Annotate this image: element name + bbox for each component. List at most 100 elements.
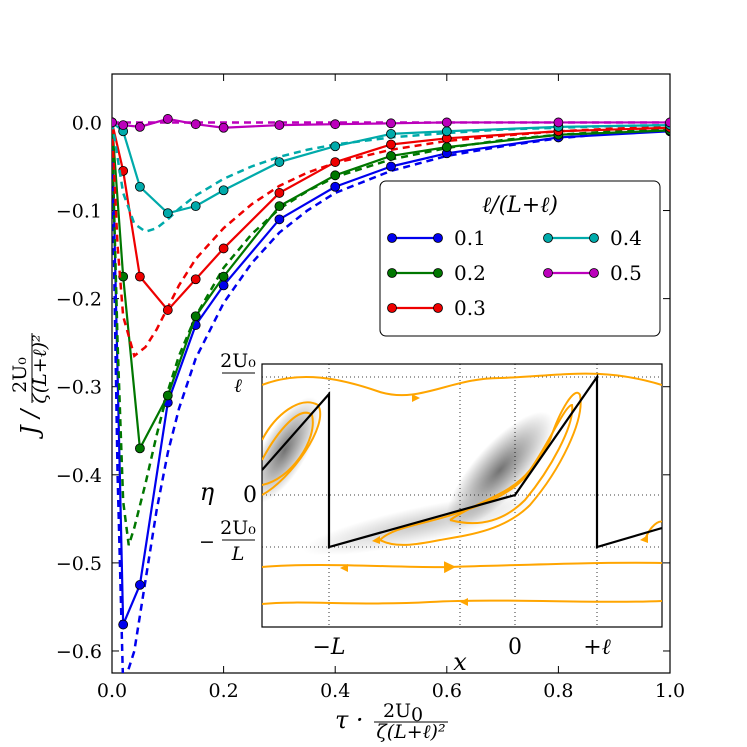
svg-text:−L: −L	[312, 635, 345, 660]
data-point-0.3	[190, 274, 201, 285]
series-line-0.3	[112, 122, 670, 312]
legend-label: 0.4	[610, 226, 642, 250]
data-point-0.3	[386, 139, 396, 150]
legend-label: 0.1	[454, 226, 486, 250]
y-tick-label: −0.5	[56, 553, 102, 575]
legend-marker	[387, 268, 397, 278]
x-tick-label: 0.8	[543, 680, 573, 702]
inset-y-ticks: 2U₀ ℓ 0 − 2U₀ L	[199, 350, 257, 565]
y-tick-label: −0.3	[56, 377, 102, 399]
data-point-0.2	[386, 151, 396, 161]
y-tick-label: 0.0	[72, 112, 102, 134]
svg-text:+ℓ: +ℓ	[583, 635, 611, 660]
data-point-0.5	[665, 117, 670, 128]
data-point-0.3	[218, 243, 229, 254]
data-point-0.5	[330, 119, 341, 130]
svg-text:ℓ: ℓ	[234, 375, 242, 397]
data-point-0.4	[386, 128, 396, 139]
svg-text:2U₀: 2U₀	[9, 357, 31, 393]
data-point-0.4	[190, 201, 201, 212]
legend-marker	[589, 268, 599, 278]
legend-entry-0.2: 0.2	[387, 261, 486, 285]
data-point-0.2	[274, 201, 285, 212]
data-point-0.5	[441, 117, 452, 128]
data-point-0.5	[134, 121, 145, 132]
theory-line-0.4	[112, 122, 670, 234]
data-point-0.4	[162, 208, 173, 219]
theory-line-0.3	[112, 125, 670, 359]
data-point-0.1	[134, 580, 145, 590]
y-tick-label: −0.2	[56, 289, 102, 311]
legend-marker	[433, 268, 443, 278]
x-tick-label: 0.2	[208, 680, 238, 702]
legend-marker	[589, 233, 599, 243]
legend-marker	[387, 303, 397, 313]
density-tail	[302, 494, 538, 556]
inset-x-label: x	[453, 648, 467, 676]
inset-phase-portrait	[261, 363, 663, 628]
series-layer	[112, 114, 670, 673]
series-line-0.2	[112, 122, 670, 453]
data-point-0.5	[386, 118, 396, 129]
data-point-0.4	[218, 185, 229, 196]
legend-title: ℓ/(L+ℓ)	[482, 193, 558, 218]
svg-text:0: 0	[243, 483, 257, 508]
data-point-0.2	[162, 390, 173, 401]
x-tick-label: 0.4	[320, 680, 350, 702]
inset-x-ticks: −L 0 +ℓ	[312, 635, 611, 660]
data-point-0.1	[274, 214, 285, 225]
data-point-0.2	[330, 170, 341, 181]
data-point-0.2	[134, 443, 145, 454]
data-point-0.1	[330, 181, 341, 192]
legend-entry-0.1: 0.1	[387, 226, 486, 250]
x-tick-label: 0.6	[432, 680, 462, 702]
legend-entry-0.4: 0.4	[543, 226, 642, 250]
legend-label: 0.3	[454, 296, 486, 320]
legend: ℓ/(L+ℓ) 0.1 0.2 0.3 0.4 0.5	[379, 180, 661, 337]
inset-grid	[262, 364, 662, 627]
legend-frame	[379, 180, 661, 337]
legend-marker	[433, 303, 443, 313]
legend-label: 0.2	[454, 261, 486, 285]
data-point-0.4	[330, 141, 341, 152]
axis-ticks: 0.0 0.2 0.4 0.6 0.8 1.00.0−0.1−0.2−0.3−0.4−0.…	[56, 74, 685, 702]
svg-text:2U: 2U	[383, 700, 411, 722]
svg-text:J /: J /	[16, 407, 44, 440]
legend-label: 0.5	[610, 261, 642, 285]
svg-text:0: 0	[508, 635, 522, 660]
svg-text:ζ(L+ℓ)²: ζ(L+ℓ)²	[29, 334, 51, 403]
svg-text:ζ(L+ℓ)²: ζ(L+ℓ)²	[376, 721, 445, 743]
potential-force-line	[262, 373, 662, 549]
data-point-0.4	[274, 157, 285, 167]
series-line-0.1	[112, 122, 670, 625]
svg-text:−: −	[199, 531, 215, 553]
svg-text:L: L	[231, 543, 245, 565]
svg-text:0: 0	[411, 704, 423, 726]
data-point-0.4	[134, 181, 145, 192]
series-line-0.4	[112, 121, 670, 215]
data-point-0.5	[274, 120, 285, 130]
legend-entry-0.5: 0.5	[543, 261, 642, 285]
svg-text:τ ·: τ ·	[335, 706, 364, 734]
data-point-0.4	[441, 126, 452, 137]
data-point-0.5	[190, 119, 201, 130]
data-point-0.3	[134, 271, 145, 282]
y-tick-label: −0.1	[56, 201, 102, 223]
data-point-0.3	[162, 305, 173, 315]
y-tick-label: −0.6	[56, 641, 102, 663]
data-point-0.1	[386, 161, 396, 172]
legend-marker	[433, 233, 443, 243]
legend-entry-0.3: 0.3	[387, 296, 486, 320]
y-axis-label: J / 2U₀ ζ(L+ℓ)²	[9, 333, 51, 440]
data-point-0.3	[274, 188, 285, 198]
data-point-0.2	[190, 311, 201, 322]
data-point-0.5	[218, 122, 229, 133]
data-point-0.2	[218, 271, 229, 282]
plot-frame	[111, 73, 671, 674]
svg-text:2U₀: 2U₀	[220, 517, 256, 539]
data-point-0.3	[330, 157, 341, 167]
data-point-0.1	[118, 619, 129, 630]
inset-y-label: η	[200, 478, 215, 506]
legend-marker	[387, 233, 397, 243]
trajectory-arrows	[340, 394, 648, 606]
